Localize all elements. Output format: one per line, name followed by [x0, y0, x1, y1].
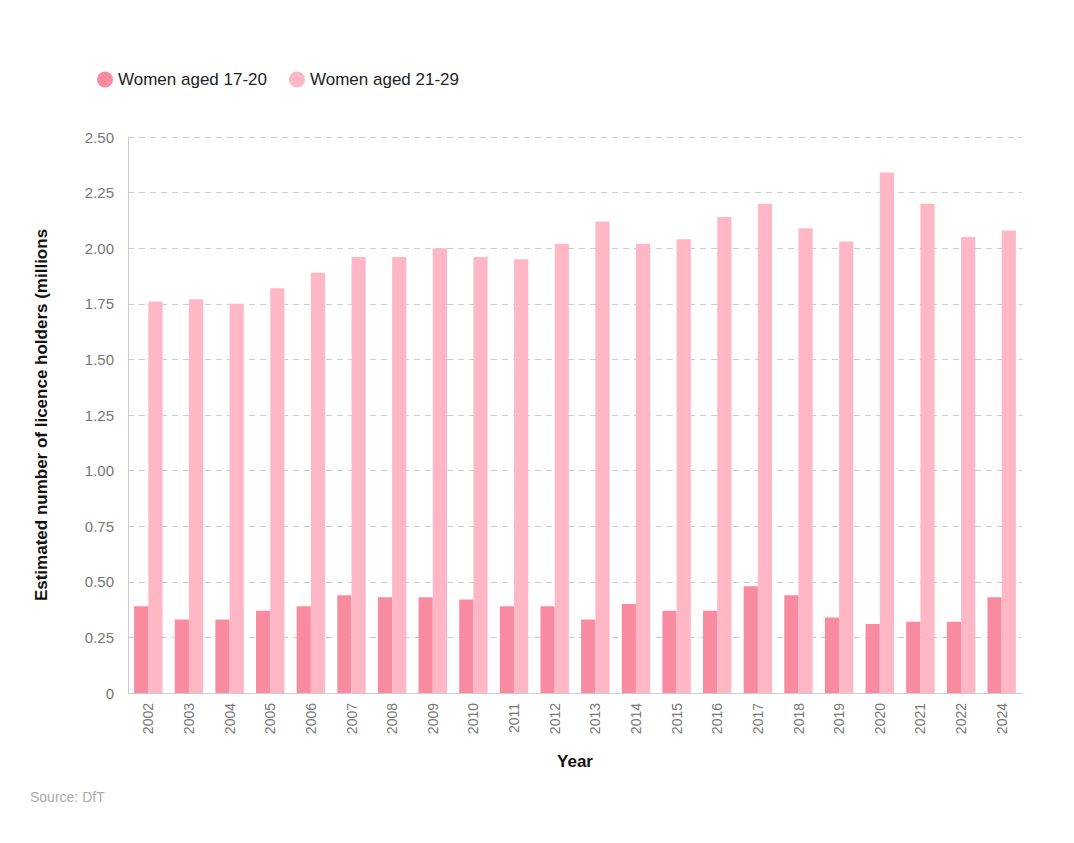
- svg-text:2021: 2021: [912, 703, 928, 734]
- svg-text:2017: 2017: [750, 703, 766, 734]
- svg-text:2002: 2002: [140, 703, 156, 734]
- svg-text:2011: 2011: [506, 703, 522, 733]
- svg-text:0.25: 0.25: [85, 629, 114, 646]
- svg-text:0: 0: [106, 685, 114, 702]
- svg-text:2015: 2015: [669, 703, 685, 734]
- svg-text:2020: 2020: [872, 703, 888, 734]
- svg-text:0.50: 0.50: [85, 573, 114, 590]
- svg-text:1.25: 1.25: [85, 407, 114, 424]
- svg-text:2005: 2005: [262, 703, 278, 734]
- svg-text:2006: 2006: [303, 703, 319, 734]
- svg-text:2016: 2016: [709, 703, 725, 734]
- svg-text:2012: 2012: [547, 703, 563, 734]
- svg-text:Estimated number of licence ho: Estimated number of licence holders (mil…: [32, 229, 51, 601]
- svg-text:Women aged 17-20: Women aged 17-20: [118, 70, 267, 89]
- svg-text:2009: 2009: [425, 703, 441, 734]
- svg-text:2.50: 2.50: [85, 129, 114, 146]
- svg-text:2013: 2013: [587, 703, 603, 734]
- svg-text:2024: 2024: [994, 703, 1010, 734]
- svg-text:2.25: 2.25: [85, 184, 114, 201]
- svg-text:2019: 2019: [831, 703, 847, 734]
- svg-text:0.75: 0.75: [85, 518, 114, 535]
- svg-text:2014: 2014: [628, 703, 644, 734]
- svg-text:2018: 2018: [791, 703, 807, 734]
- svg-text:Source: DfT: Source: DfT: [30, 789, 105, 805]
- svg-text:2007: 2007: [344, 703, 360, 734]
- svg-text:1.00: 1.00: [85, 462, 114, 479]
- svg-text:Year: Year: [557, 752, 593, 771]
- svg-text:2008: 2008: [384, 703, 400, 734]
- svg-text:2003: 2003: [181, 703, 197, 734]
- svg-text:2022: 2022: [953, 703, 969, 734]
- svg-text:2.00: 2.00: [85, 240, 114, 257]
- svg-text:1.50: 1.50: [85, 351, 114, 368]
- svg-text:2004: 2004: [222, 703, 238, 734]
- svg-text:2010: 2010: [465, 703, 481, 734]
- svg-text:Women aged 21-29: Women aged 21-29: [310, 70, 459, 89]
- svg-text:1.75: 1.75: [85, 295, 114, 312]
